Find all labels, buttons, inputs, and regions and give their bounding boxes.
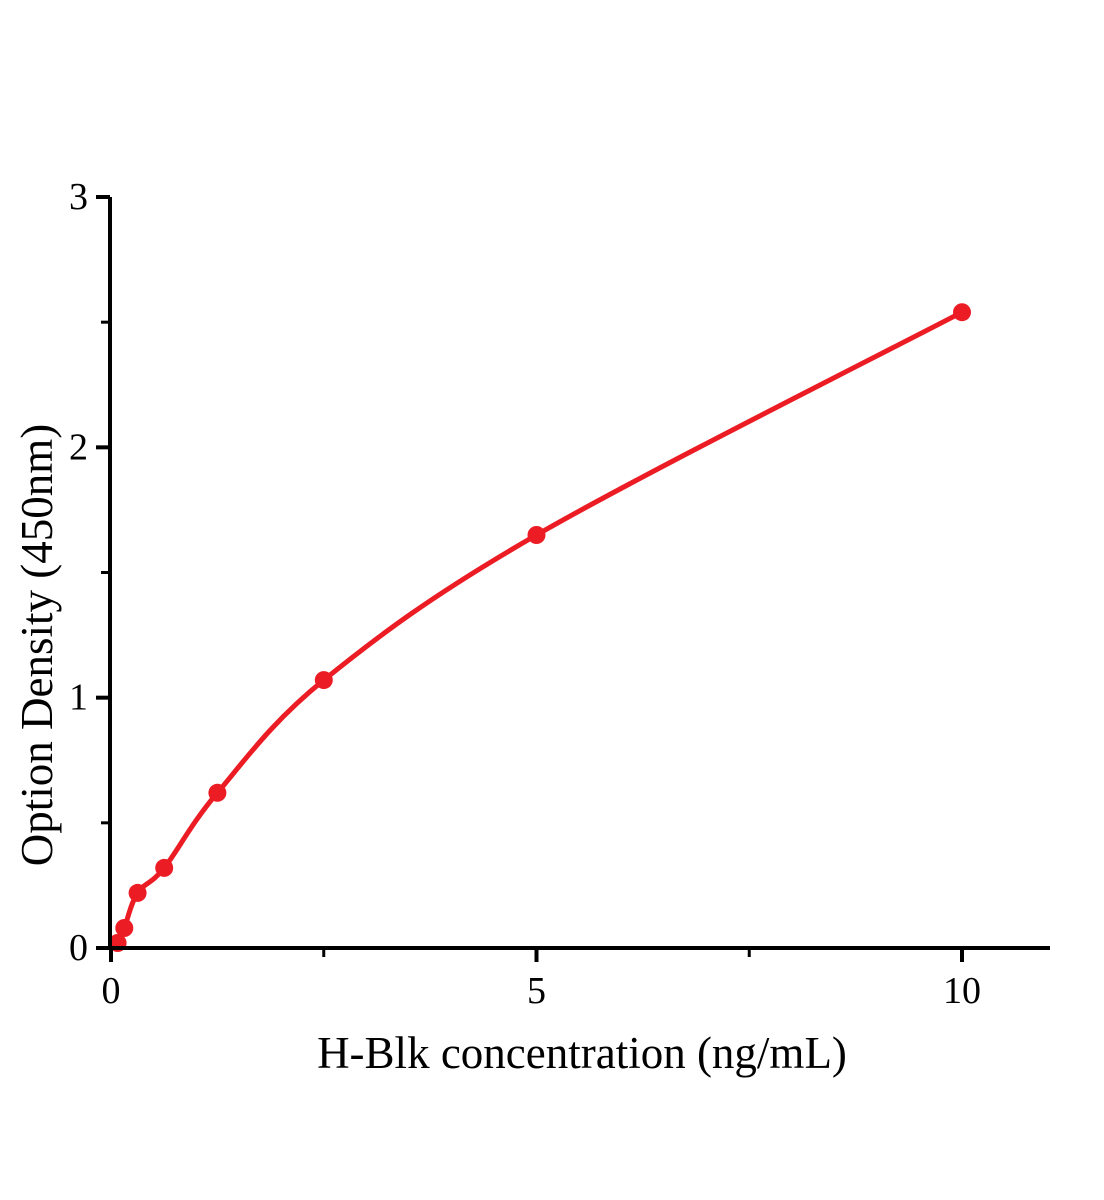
data-point (314, 671, 333, 690)
data-point (953, 303, 971, 322)
y-axis-title: Option Density (450nm) (12, 424, 62, 866)
x-tick-label: 10 (943, 970, 981, 1012)
data-point (208, 783, 227, 802)
axes-group: 0 5 10 0 1 2 3 (69, 176, 1050, 1012)
x-tick-label: 0 (102, 970, 121, 1012)
data-point (128, 883, 147, 902)
data-point (527, 526, 546, 544)
data-point (115, 919, 134, 937)
fit-curve (115, 309, 965, 946)
x-tick-label: 5 (527, 970, 546, 1012)
y-tick-label: 2 (69, 426, 88, 468)
series-group (108, 303, 971, 952)
data-point (155, 858, 174, 877)
x-axis-title: H-Blk concentration (ng/mL) (317, 1028, 847, 1078)
y-tick-label: 1 (69, 677, 88, 719)
y-tick-label: 0 (69, 927, 88, 969)
y-tick-label: 3 (69, 176, 88, 218)
